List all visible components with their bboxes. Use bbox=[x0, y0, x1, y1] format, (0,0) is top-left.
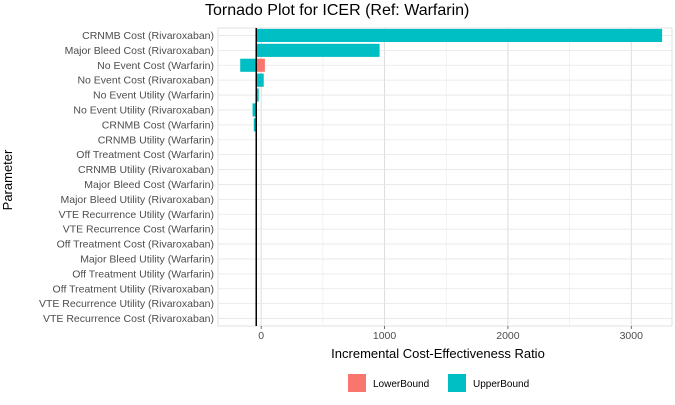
bar-upperbound-4 bbox=[256, 88, 259, 102]
y-tick-label: No Event Utility (Warfarin) bbox=[93, 90, 214, 102]
x-tick-label: 3000 bbox=[620, 330, 644, 342]
y-tick-label: Off Treatment Utility (Rivaroxaban) bbox=[53, 283, 214, 295]
y-tick-label: Major Bleed Cost (Warfarin) bbox=[84, 179, 214, 191]
y-tick-label: VTE Recurrence Cost (Warfarin) bbox=[63, 224, 214, 236]
y-tick-label: VTE Recurrence Utility (Warfarin) bbox=[59, 209, 214, 221]
y-tick-label: Major Bleed Utility (Warfarin) bbox=[80, 253, 214, 265]
y-axis-labels: CRNMB Cost (Rivaroxaban) Major Bleed Cost… bbox=[39, 30, 214, 325]
y-tick-label: VTE Recurrence Cost (Rivaroxaban) bbox=[43, 313, 214, 325]
bar-upperbound-2 bbox=[240, 58, 257, 72]
x-tick-label: 0 bbox=[258, 330, 264, 342]
y-tick-label: CRNMB Utility (Warfarin) bbox=[98, 134, 214, 146]
bars bbox=[240, 28, 663, 132]
bar-upperbound-5 bbox=[252, 103, 257, 117]
x-axis-labels: 0 1000 2000 3000 bbox=[258, 326, 643, 342]
grid bbox=[217, 27, 673, 327]
y-tick-label: No Event Cost (Rivaroxaban) bbox=[77, 75, 214, 87]
y-tick-label: VTE Recurrence Utility (Rivaroxaban) bbox=[39, 298, 214, 310]
bar-lowerbound-2 bbox=[256, 58, 265, 72]
y-tick-label: CRNMB Cost (Rivaroxaban) bbox=[82, 30, 214, 42]
legend-label-upperbound: UpperBound bbox=[473, 379, 529, 390]
y-tick-label: No Event Utility (Rivaroxaban) bbox=[73, 104, 214, 116]
legend: LowerBound UpperBound bbox=[348, 374, 529, 392]
plot-panel bbox=[217, 27, 673, 327]
y-axis-title: Parameter bbox=[0, 149, 15, 210]
y-tick-label: Major Bleed Utility (Rivaroxaban) bbox=[61, 194, 214, 206]
legend-swatch-upperbound bbox=[448, 374, 466, 392]
y-tick-label: No Event Cost (Warfarin) bbox=[97, 60, 214, 72]
chart-title: Tornado Plot for ICER (Ref: Warfarin) bbox=[205, 2, 469, 19]
x-tick-label: 2000 bbox=[496, 330, 520, 342]
y-tick-label: CRNMB Cost (Warfarin) bbox=[102, 119, 214, 131]
bar-upperbound-3 bbox=[256, 73, 264, 87]
bar-upperbound-1 bbox=[256, 43, 380, 57]
y-tick-label: CRNMB Utility (Rivaroxaban) bbox=[78, 164, 214, 176]
legend-label-lowerbound: LowerBound bbox=[373, 379, 429, 390]
legend-swatch-lowerbound bbox=[348, 374, 366, 392]
bar-upperbound-6 bbox=[253, 118, 257, 132]
y-tick-label: Off Treatment Cost (Rivaroxaban) bbox=[57, 239, 214, 251]
bar-upperbound-0 bbox=[256, 28, 663, 43]
x-tick-label: 1000 bbox=[373, 330, 397, 342]
y-tick-label: Major Bleed Cost (Rivaroxaban) bbox=[65, 45, 214, 57]
y-tick-label: Off Treatment Utility (Warfarin) bbox=[72, 268, 214, 280]
x-axis-title: Incremental Cost-Effectiveness Ratio bbox=[331, 346, 545, 361]
y-tick-label: Off Treatment Cost (Warfarin) bbox=[76, 149, 214, 161]
